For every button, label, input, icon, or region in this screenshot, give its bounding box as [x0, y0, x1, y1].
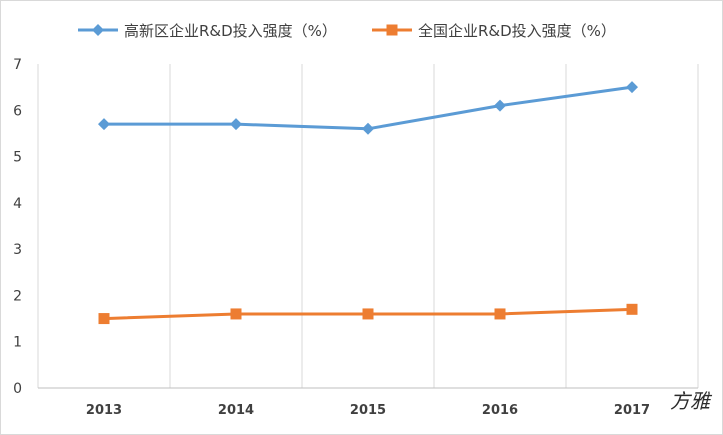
data-point [626, 81, 638, 94]
plot-area [98, 81, 638, 325]
data-point [98, 118, 110, 131]
data-point [494, 99, 506, 112]
legend-label: 全国企业R&D投入强度（%） [418, 22, 616, 40]
legend-item: 高新区企业R&D投入强度（%） [78, 22, 337, 40]
data-point [230, 308, 242, 320]
legend-item: 全国企业R&D投入强度（%） [372, 22, 616, 40]
x-tick-label: 2014 [218, 403, 254, 418]
y-tick-label: 4 [13, 196, 22, 212]
y-tick-label: 0 [13, 381, 22, 397]
series-1 [98, 81, 638, 135]
y-tick-label: 5 [13, 150, 22, 166]
x-tick-label: 2017 [614, 403, 650, 418]
data-point [98, 313, 110, 325]
legend-marker [92, 24, 104, 36]
data-point [362, 122, 374, 135]
data-point [494, 308, 506, 320]
y-tick-label: 7 [13, 57, 22, 73]
gridlines [37, 64, 699, 388]
data-point [362, 308, 374, 320]
legend: 高新区企业R&D投入强度（%） 全国企业R&D投入强度（%） [78, 22, 616, 40]
y-axis: 0 1 2 3 4 5 6 7 [13, 57, 22, 397]
y-tick-label: 1 [13, 335, 22, 351]
data-point [230, 118, 242, 131]
y-tick-label: 2 [13, 288, 22, 304]
y-tick-label: 3 [13, 242, 22, 258]
legend-marker [386, 24, 398, 36]
series-2 [98, 303, 638, 325]
data-point [626, 303, 638, 315]
y-tick-label: 6 [13, 103, 22, 119]
series-line [102, 85, 634, 131]
watermark-logo: 方雅 [670, 389, 713, 413]
x-axis: 2013 2014 2015 2016 2017 [86, 403, 650, 418]
x-tick-label: 2015 [350, 403, 386, 418]
legend-label: 高新区企业R&D投入强度（%） [124, 22, 337, 40]
x-tick-label: 2016 [482, 403, 518, 418]
x-tick-label: 2013 [86, 403, 122, 418]
